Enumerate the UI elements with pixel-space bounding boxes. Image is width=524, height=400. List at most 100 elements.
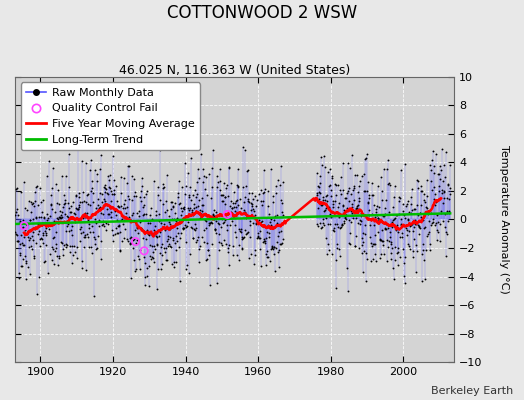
Point bbox=[88, 250, 96, 256]
Point bbox=[341, 215, 349, 222]
Point bbox=[363, 151, 372, 158]
Point bbox=[179, 225, 188, 231]
Point bbox=[93, 178, 102, 184]
Point bbox=[315, 183, 323, 190]
Point bbox=[445, 210, 453, 216]
Point bbox=[139, 203, 147, 210]
Point bbox=[424, 230, 433, 237]
Point bbox=[423, 205, 431, 211]
Point bbox=[260, 186, 269, 192]
Point bbox=[396, 254, 404, 260]
Point bbox=[379, 166, 388, 172]
Point bbox=[365, 207, 373, 214]
Point bbox=[273, 220, 281, 227]
Point bbox=[167, 244, 176, 250]
Point bbox=[71, 249, 79, 256]
Point bbox=[249, 261, 258, 267]
Point bbox=[144, 230, 152, 236]
Point bbox=[124, 193, 132, 199]
Point bbox=[146, 220, 154, 226]
Point bbox=[121, 226, 129, 232]
Point bbox=[259, 167, 268, 173]
Point bbox=[342, 216, 351, 222]
Point bbox=[415, 222, 423, 229]
Point bbox=[409, 248, 417, 254]
Point bbox=[367, 243, 376, 250]
Point bbox=[405, 242, 413, 249]
Point bbox=[279, 211, 287, 218]
Point bbox=[41, 258, 49, 264]
Point bbox=[412, 221, 420, 228]
Point bbox=[327, 193, 335, 200]
Point bbox=[414, 212, 422, 218]
Point bbox=[237, 226, 245, 232]
Point bbox=[329, 200, 337, 207]
Point bbox=[223, 227, 232, 233]
Point bbox=[140, 248, 148, 254]
Point bbox=[115, 248, 124, 254]
Point bbox=[62, 244, 71, 250]
Point bbox=[129, 176, 138, 182]
Point bbox=[198, 234, 206, 240]
Point bbox=[416, 224, 424, 231]
Point bbox=[182, 261, 191, 268]
Point bbox=[390, 256, 399, 263]
Point bbox=[168, 261, 177, 267]
Point bbox=[24, 233, 32, 240]
Point bbox=[133, 237, 141, 243]
Point bbox=[275, 264, 283, 270]
Point bbox=[30, 255, 38, 261]
Point bbox=[422, 209, 431, 215]
Point bbox=[118, 238, 127, 245]
Point bbox=[396, 222, 405, 229]
Point bbox=[230, 213, 238, 219]
Point bbox=[88, 223, 96, 230]
Point bbox=[17, 224, 26, 231]
Point bbox=[166, 234, 174, 240]
Point bbox=[55, 255, 63, 261]
Point bbox=[171, 200, 179, 206]
Point bbox=[50, 234, 58, 240]
Point bbox=[240, 206, 248, 213]
Point bbox=[216, 192, 225, 198]
Point bbox=[329, 198, 337, 204]
Point bbox=[24, 229, 32, 235]
Point bbox=[23, 221, 31, 227]
Point bbox=[107, 204, 116, 210]
Point bbox=[329, 226, 337, 233]
Point bbox=[103, 172, 112, 179]
Point bbox=[154, 191, 162, 198]
Point bbox=[91, 216, 99, 222]
Point bbox=[431, 190, 440, 197]
Point bbox=[169, 203, 177, 209]
Point bbox=[398, 208, 407, 214]
Point bbox=[190, 205, 199, 211]
Point bbox=[115, 223, 123, 229]
Point bbox=[224, 248, 232, 255]
Point bbox=[345, 185, 353, 192]
Point bbox=[94, 222, 103, 229]
Point bbox=[337, 222, 346, 228]
Point bbox=[249, 220, 257, 226]
Point bbox=[233, 182, 241, 189]
Point bbox=[429, 184, 438, 190]
Point bbox=[138, 183, 147, 190]
Point bbox=[108, 152, 117, 159]
Point bbox=[64, 200, 72, 206]
Point bbox=[386, 234, 394, 240]
Point bbox=[165, 241, 173, 248]
Point bbox=[78, 265, 86, 272]
Point bbox=[198, 195, 206, 202]
Point bbox=[133, 225, 141, 231]
Point bbox=[429, 148, 437, 154]
Point bbox=[216, 186, 224, 193]
Point bbox=[250, 212, 259, 218]
Point bbox=[400, 272, 408, 279]
Point bbox=[313, 221, 321, 227]
Point bbox=[23, 207, 31, 213]
Point bbox=[77, 215, 85, 222]
Point bbox=[352, 215, 361, 221]
Point bbox=[160, 184, 169, 190]
Point bbox=[85, 225, 94, 231]
Point bbox=[115, 204, 124, 210]
